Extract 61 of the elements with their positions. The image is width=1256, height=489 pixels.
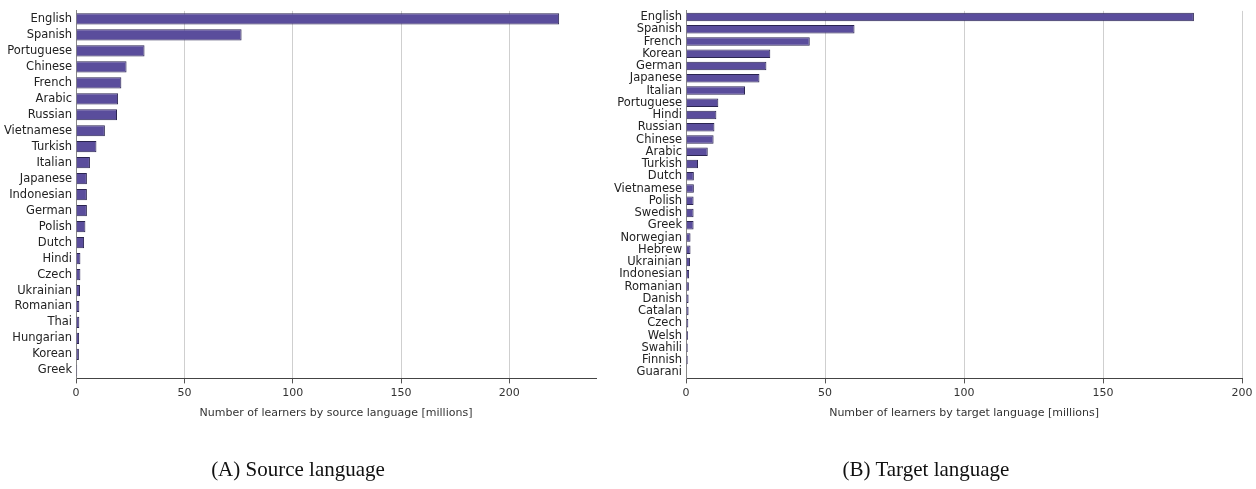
x-tick-label: 200 [1231,385,1253,399]
x-tick-label: 200 [498,385,520,399]
y-tick-label: German [636,58,683,73]
x-axis-title: Number of learners by target language [millions] [829,406,1099,420]
y-tick-label: Spanish [636,21,683,36]
y-tick-label: Thai [46,314,73,329]
y-tick-label: Portuguese [7,42,73,57]
y-tick-label: French [643,33,683,48]
y-tick-label: Welsh [647,327,683,342]
y-tick-label: Romanian [14,298,73,313]
x-tick-label: 100 [282,385,304,399]
y-tick-label: Indonesian [9,186,73,201]
y-tick-label: Vietnamese [614,180,683,195]
y-tick-label: Russian [637,119,683,134]
y-tick-label: Hebrew [638,241,683,256]
y-tick-label: Spanish [26,26,73,41]
y-tick-label: Portuguese [617,94,683,109]
y-tick-label: English [640,9,683,24]
y-tick-label: Swahili [641,339,683,354]
x-tick-label: 50 [177,385,192,399]
y-tick-label: Turkish [30,138,73,153]
y-tick-label: Norwegian [620,229,683,244]
x-tick-label: 50 [818,385,833,399]
text: (A) Source language [211,456,385,481]
x-tick-label: 150 [390,385,412,399]
y-tick-label: Dutch [37,234,73,249]
y-tick-label: Dutch [647,168,683,183]
x-tick-label: 150 [1092,385,1114,399]
y-tick-label: Arabic [645,143,683,158]
x-tick-label: 100 [953,385,975,399]
y-tick-label: Japanese [18,170,73,185]
y-tick-label: Ukrainian [17,282,73,297]
y-tick-label: French [33,74,73,89]
y-tick-label: Vietnamese [4,122,73,137]
y-tick-label: Guarani [636,364,683,379]
y-tick-label: Russian [27,106,73,121]
y-tick-label: Greek [37,362,73,377]
x-tick-label: 0 [72,385,80,399]
y-tick-label: Chinese [636,131,683,146]
x-tick-label: 0 [682,385,690,399]
y-tick-label: Czech [37,266,73,281]
y-tick-label: Hungarian [12,330,73,345]
y-tick-label: Polish [38,218,73,233]
y-tick-label: Romanian [624,278,683,293]
y-tick-label: Korean [32,346,73,361]
y-tick-label: Italian [36,154,73,169]
y-tick-label: Indonesian [619,266,683,281]
y-tick-label: Danish [642,290,683,305]
x-axis-title: Number of learners by source language [millions] [199,406,473,420]
y-tick-label: English [30,10,73,25]
y-tick-label: German [26,202,73,217]
y-tick-label: Czech [647,315,683,330]
y-tick-label: Japanese [628,70,683,85]
y-tick-label: Italian [646,82,683,97]
y-tick-label: Chinese [26,58,73,73]
y-tick-label: Greek [647,217,683,232]
y-tick-label: Hindi [42,250,73,265]
y-tick-label: Arabic [35,90,73,105]
text: (B) Target language [842,456,1010,481]
y-tick-label: Korean [642,45,683,60]
y-tick-label: Polish [648,192,683,207]
